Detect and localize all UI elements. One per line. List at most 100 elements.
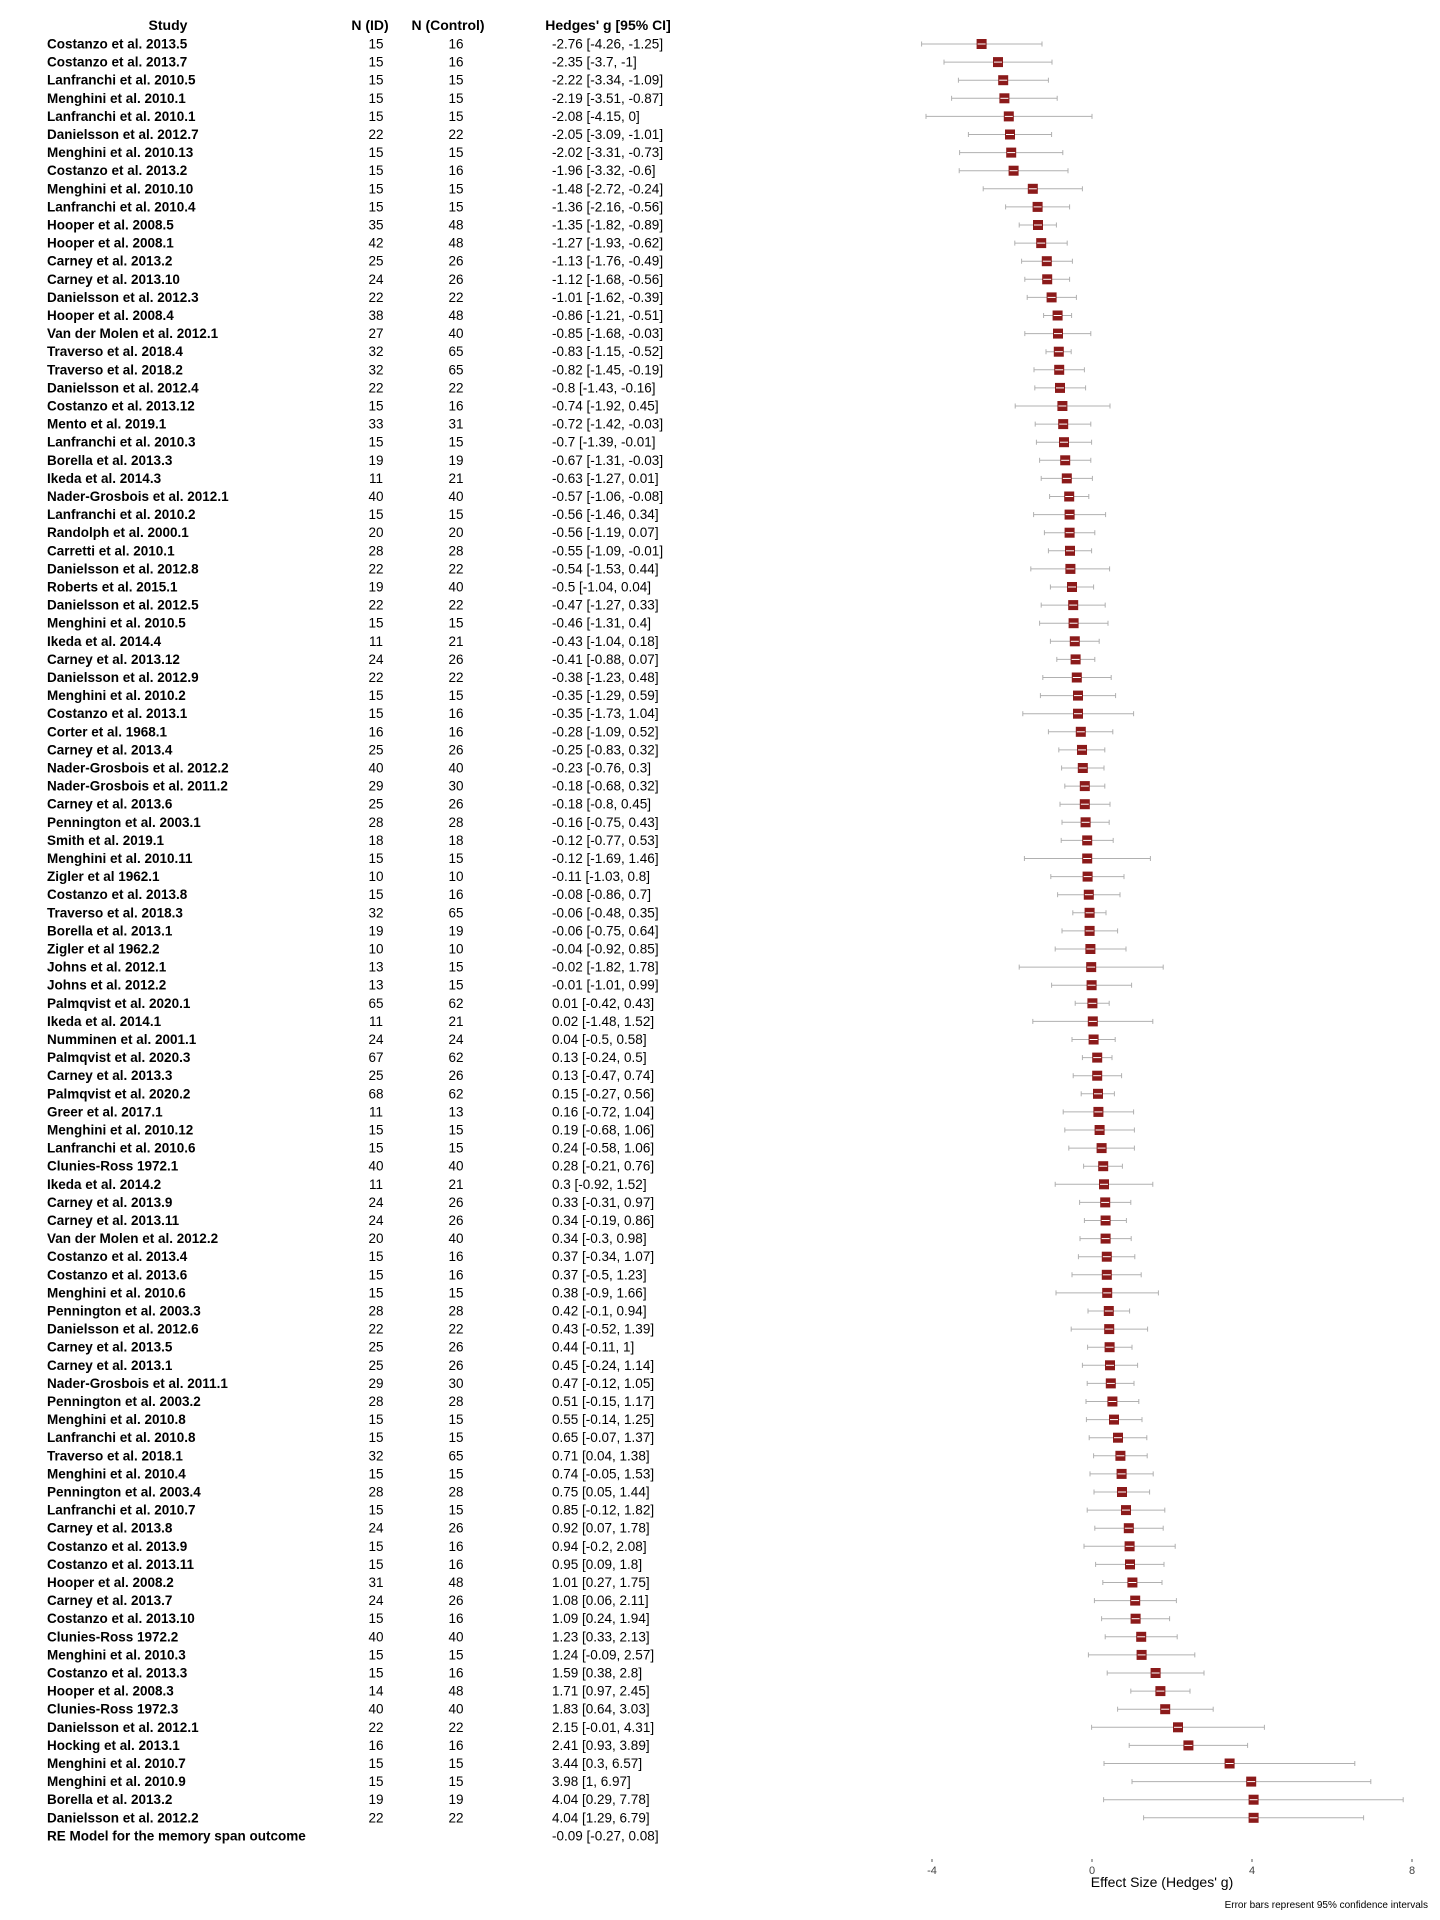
study-name: Costanzo et al. 2013.9 bbox=[47, 1539, 187, 1554]
x-tick-label: 0 bbox=[1089, 1865, 1095, 1877]
n-control-value: 65 bbox=[448, 344, 463, 359]
effect-label: 2.41 [0.93, 3.89] bbox=[552, 1738, 650, 1753]
study-row: Van der Molen et al. 2012.2 20 40 0.34 [-0.… bbox=[47, 1231, 1132, 1246]
study-row: Hocking et al. 2013.1 16 16 2.41 [0.93, 3.8… bbox=[47, 1738, 1249, 1753]
effect-label: 0.71 [0.04, 1.38] bbox=[552, 1448, 650, 1463]
effect-label: -2.22 [-3.34, -1.09] bbox=[552, 73, 663, 88]
effect-label: -0.18 [-0.68, 0.32] bbox=[552, 779, 659, 794]
n-control-value: 16 bbox=[448, 706, 463, 721]
effect-label: -0.56 [-1.46, 0.34] bbox=[552, 507, 659, 522]
study-row: Pennington et al. 2003.3 28 28 0.42 [-0.1, … bbox=[47, 1304, 1131, 1319]
study-name: Menghini et al. 2010.2 bbox=[47, 688, 186, 703]
study-name: Danielsson et al. 2012.6 bbox=[47, 1322, 199, 1337]
n-control-value: 15 bbox=[448, 851, 463, 866]
effect-label: 0.74 [-0.05, 1.53] bbox=[552, 1466, 654, 1481]
effect-label: -0.01 [-1.01, 0.99] bbox=[552, 978, 659, 993]
study-name: Menghini et al. 2010.1 bbox=[47, 91, 186, 106]
n-id-value: 11 bbox=[369, 634, 383, 649]
study-rows: Costanzo et al. 2013.5 15 16 -2.76 [-4.26, … bbox=[47, 37, 1404, 1843]
effect-label: -0.46 [-1.31, 0.4] bbox=[552, 616, 651, 631]
effect-label: -0.54 [-1.53, 0.44] bbox=[552, 561, 659, 576]
n-control-value: 62 bbox=[448, 1050, 463, 1065]
effect-label: -1.13 [-1.76, -0.49] bbox=[552, 254, 663, 269]
n-control-value: 19 bbox=[448, 453, 463, 468]
n-id-value: 15 bbox=[368, 1539, 383, 1554]
n-control-value: 10 bbox=[448, 869, 463, 884]
n-control-value: 16 bbox=[448, 1267, 463, 1282]
n-id-value: 24 bbox=[368, 1032, 384, 1047]
study-row: Lanfranchi et al. 2010.5 15 15 -2.22 [-3.34… bbox=[47, 73, 1049, 88]
study-row: Johns et al. 2012.2 13 15 -0.01 [-1.01, 0.9… bbox=[47, 978, 1133, 993]
effect-label: 0.02 [-1.48, 1.52] bbox=[552, 1014, 654, 1029]
n-id-value: 20 bbox=[368, 1231, 383, 1246]
effect-label: -0.47 [-1.27, 0.33] bbox=[552, 598, 659, 613]
effect-label: -0.08 [-0.86, 0.7] bbox=[552, 887, 651, 902]
n-control-value: 22 bbox=[448, 670, 463, 685]
n-control-value: 28 bbox=[448, 815, 463, 830]
n-control-value: 22 bbox=[448, 1322, 463, 1337]
n-id-value: 28 bbox=[368, 1394, 383, 1409]
study-row: Traverso et al. 2018.3 32 65 -0.06 [-0.48, … bbox=[47, 905, 1107, 920]
effect-label: -0.41 [-0.88, 0.07] bbox=[552, 652, 659, 667]
n-control-value: 65 bbox=[448, 1448, 463, 1463]
effect-label: -0.28 [-1.09, 0.52] bbox=[552, 724, 659, 739]
study-name: Carney et al. 2013.7 bbox=[47, 1593, 172, 1608]
effect-label: -0.11 [-1.03, 0.8] bbox=[552, 869, 650, 884]
n-control-value: 65 bbox=[448, 905, 463, 920]
n-control-value: 26 bbox=[448, 1340, 463, 1355]
n-id-value: 22 bbox=[368, 380, 383, 395]
n-control-value: 15 bbox=[448, 1430, 463, 1445]
study-name: Carney et al. 2013.12 bbox=[47, 652, 180, 667]
study-row: Greer et al. 2017.1 11 13 0.16 [-0.72, 1.04… bbox=[47, 1104, 1135, 1119]
effect-label: 4.04 [0.29, 7.78] bbox=[552, 1792, 650, 1807]
n-id-value: 25 bbox=[368, 797, 383, 812]
n-id-value: 28 bbox=[368, 815, 383, 830]
study-row: Lanfranchi et al. 2010.7 15 15 0.85 [-0.12,… bbox=[47, 1503, 1166, 1518]
n-control-value: 15 bbox=[448, 616, 463, 631]
study-row: Palmqvist et al. 2020.2 68 62 0.15 [-0.27, … bbox=[47, 1086, 1115, 1101]
n-control-value: 40 bbox=[448, 580, 463, 595]
n-control-value: 19 bbox=[448, 1792, 463, 1807]
n-control-value: 48 bbox=[448, 218, 463, 233]
study-row: Clunies-Ross 1972.2 40 40 1.23 [0.33, 2.13] bbox=[47, 1629, 1178, 1644]
header-n-control: N (Control) bbox=[411, 17, 484, 33]
study-name: Menghini et al. 2010.5 bbox=[47, 616, 186, 631]
n-id-value: 40 bbox=[368, 1629, 383, 1644]
study-name: Danielsson et al. 2012.2 bbox=[47, 1810, 199, 1825]
n-control-value: 21 bbox=[448, 1014, 463, 1029]
study-row: Pennington et al. 2003.4 28 28 0.75 [0.05, … bbox=[47, 1485, 1151, 1500]
n-id-value: 19 bbox=[368, 580, 383, 595]
study-row: Carney et al. 2013.9 24 26 0.33 [-0.31, 0.9… bbox=[47, 1195, 1132, 1210]
study-row: Hooper et al. 2008.3 14 48 1.71 [0.97, 2.45… bbox=[47, 1684, 1191, 1699]
n-id-value: 19 bbox=[368, 453, 383, 468]
n-control-value: 16 bbox=[448, 724, 463, 739]
effect-label: 1.71 [0.97, 2.45] bbox=[552, 1684, 650, 1699]
n-control-value: 62 bbox=[448, 1086, 463, 1101]
effect-label: 2.15 [-0.01, 4.31] bbox=[552, 1720, 654, 1735]
effect-label: 0.65 [-0.07, 1.37] bbox=[552, 1430, 654, 1445]
n-control-value: 16 bbox=[448, 163, 463, 178]
study-name: Menghini et al. 2010.4 bbox=[47, 1466, 186, 1481]
study-name: Hooper et al. 2008.4 bbox=[47, 308, 174, 323]
study-row: Menghini et al. 2010.10 15 15 -1.48 [-2.72,… bbox=[47, 181, 1083, 196]
n-control-value: 40 bbox=[448, 326, 463, 341]
n-control-value: 40 bbox=[448, 489, 463, 504]
n-id-value: 15 bbox=[368, 1123, 383, 1138]
study-row: Clunies-Ross 1972.1 40 40 0.28 [-0.21, 0.76… bbox=[47, 1159, 1123, 1174]
study-name: Hooper et al. 2008.1 bbox=[47, 236, 174, 251]
n-id-value: 11 bbox=[369, 1014, 383, 1029]
study-row: Clunies-Ross 1972.3 40 40 1.83 [0.64, 3.03] bbox=[47, 1702, 1214, 1717]
study-name: Lanfranchi et al. 2010.4 bbox=[47, 199, 196, 214]
study-row: Carney et al. 2013.2 25 26 -1.13 [-1.76, -0… bbox=[47, 254, 1073, 269]
n-control-value: 26 bbox=[448, 1195, 463, 1210]
effect-label: 0.34 [-0.3, 0.98] bbox=[552, 1231, 647, 1246]
study-name: Ikeda et al. 2014.1 bbox=[47, 1014, 162, 1029]
study-name: Pennington et al. 2003.4 bbox=[47, 1485, 201, 1500]
effect-label: 0.38 [-0.9, 1.66] bbox=[552, 1285, 647, 1300]
n-control-value: 15 bbox=[448, 978, 463, 993]
study-row: Carney et al. 2013.1 25 26 0.45 [-0.24, 1.1… bbox=[47, 1358, 1139, 1373]
study-name: Lanfranchi et al. 2010.5 bbox=[47, 73, 196, 88]
study-row: Costanzo et al. 2013.12 15 16 -0.74 [-1.92,… bbox=[47, 399, 1111, 414]
n-control-value: 16 bbox=[448, 37, 463, 52]
effect-label: -1.01 [-1.62, -0.39] bbox=[552, 290, 663, 305]
